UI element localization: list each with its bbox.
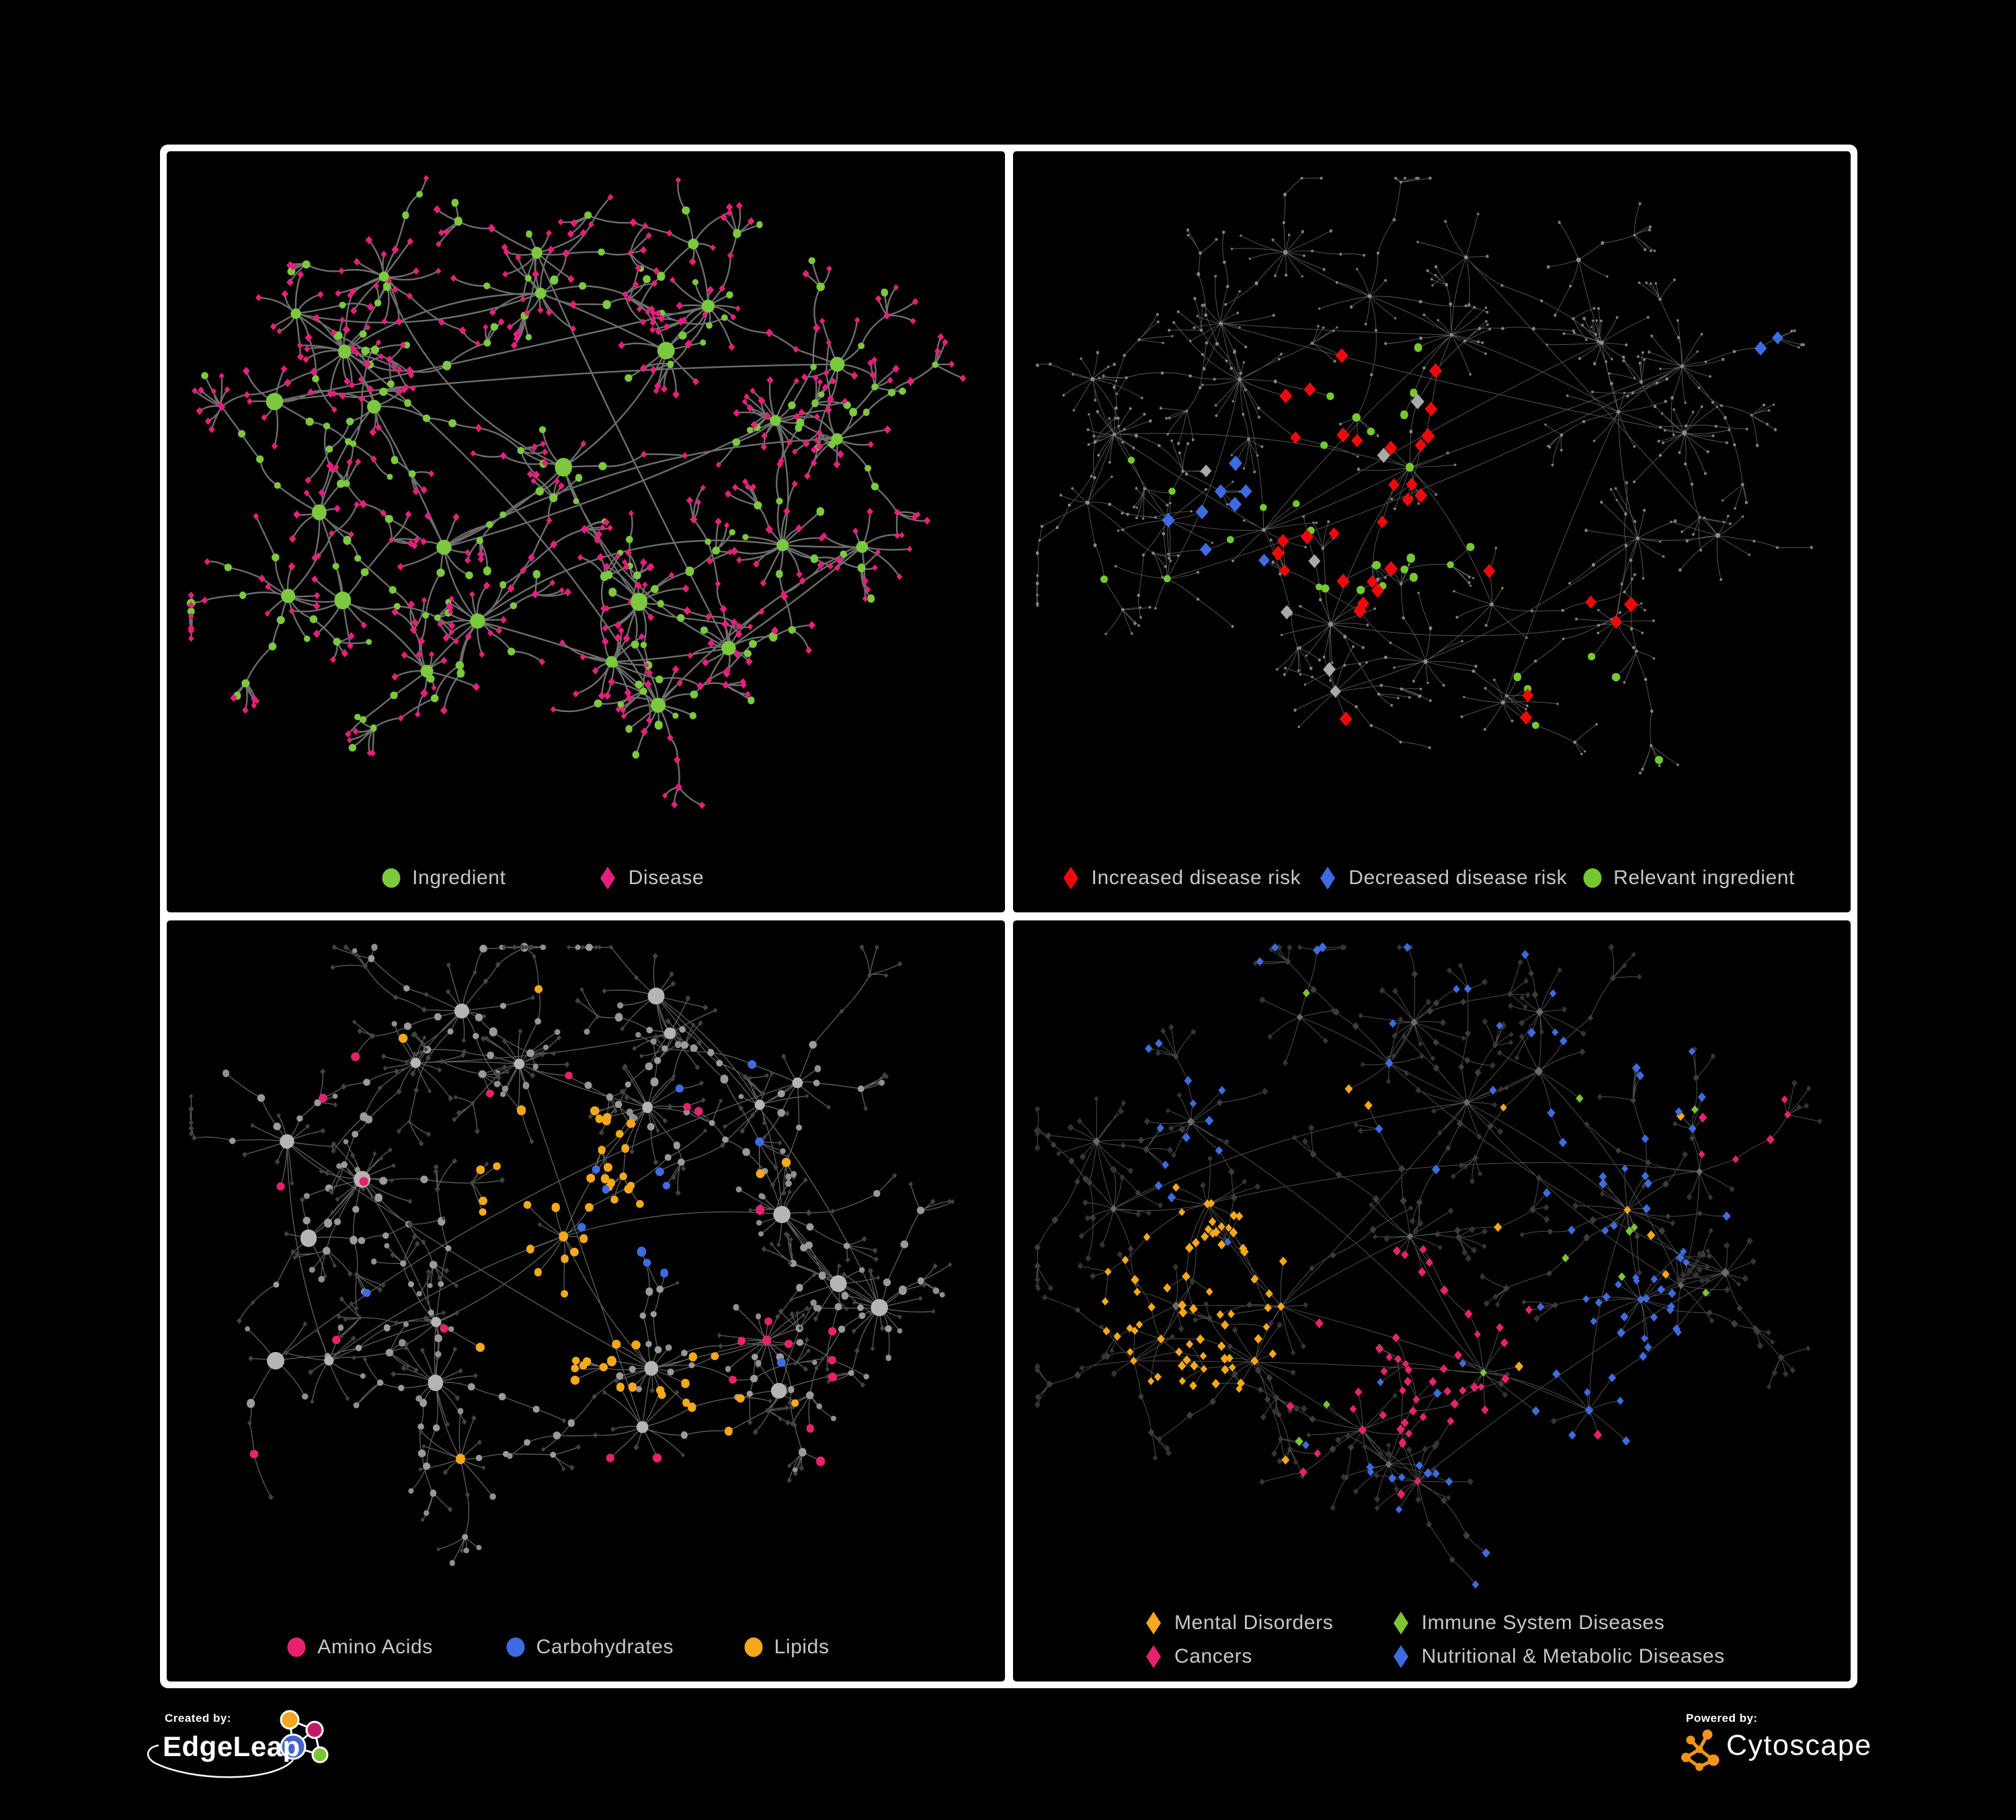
network-nodes: [1035, 176, 1813, 775]
figure-grid: Ingredient Disease Increased disease risk…: [160, 145, 1857, 1688]
edgeleap-pink-node: [305, 1720, 324, 1739]
network-edges: [190, 946, 953, 1564]
network-graph: [188, 943, 955, 1567]
network-nodes: [1100, 343, 1663, 764]
cytoscape-logo-node: [1681, 1753, 1691, 1762]
network-nodes: [188, 175, 967, 809]
network-graph: [1035, 176, 1813, 775]
edgeleap-logo-icon: [147, 1710, 329, 1778]
panel-disease-class-network: Mental Disorders Immune System Diseases Ca…: [1012, 920, 1851, 1681]
cytoscape-logo-node: [1695, 1745, 1703, 1753]
network-edges: [1036, 947, 1820, 1585]
network-nodes: [266, 238, 869, 713]
network-graph: [186, 175, 967, 809]
network-nodes: [188, 944, 955, 1554]
powered-by-label: Powered by:: [1686, 1712, 1758, 1725]
network-nodes: [1033, 943, 1784, 1563]
network-edges: [1035, 177, 1812, 774]
network-nodes: [1200, 393, 1424, 698]
network-nodes: [1033, 943, 1822, 1511]
edgeleap-orange-node: [280, 1710, 300, 1730]
cytoscape-wordmark: Cytoscape: [1726, 1729, 1872, 1762]
cytoscape-logo-node: [1702, 1729, 1713, 1740]
panel-disease-risk-network: Increased disease risk Decreased disease …: [1012, 151, 1851, 912]
edgeleap-blue-node: [280, 1733, 307, 1760]
panel-nutrient-class-network: Amino Acids Carbohydrates Lipids: [167, 920, 1005, 1681]
cytoscape-logo-node: [1695, 1763, 1703, 1771]
network-nodes: [229, 943, 925, 1540]
network-nodes: [1294, 988, 1709, 1446]
cytoscape-logo-icon: [1681, 1729, 1720, 1771]
panel-ingredient-disease-network: Ingredient Disease: [167, 151, 1005, 912]
network-graph: [1033, 942, 1822, 1589]
edgeleap-credit: Created by: EdgeLeap: [134, 1706, 383, 1797]
network-nodes: [1101, 1084, 1685, 1465]
network-nodes: [1035, 176, 1779, 748]
network-nodes: [1144, 942, 1731, 1589]
network-nodes: [188, 944, 873, 1498]
cytoscape-credit: Powered by: Cytoscape: [1678, 1706, 1893, 1787]
created-by-label: Created by:: [165, 1712, 232, 1725]
network-nodes: [1161, 331, 1783, 567]
network-nodes: [1271, 348, 1638, 727]
edgeleap-wordmark: EdgeLeap: [163, 1731, 300, 1762]
edgeleap-green-node: [311, 1746, 329, 1764]
edgeleap-swoosh: [147, 1744, 294, 1778]
network-nodes: [1092, 1007, 1730, 1468]
cytoscape-logo-node: [1686, 1735, 1695, 1745]
network-nodes: [1285, 1095, 1791, 1499]
cytoscape-logo-node: [1707, 1754, 1720, 1766]
